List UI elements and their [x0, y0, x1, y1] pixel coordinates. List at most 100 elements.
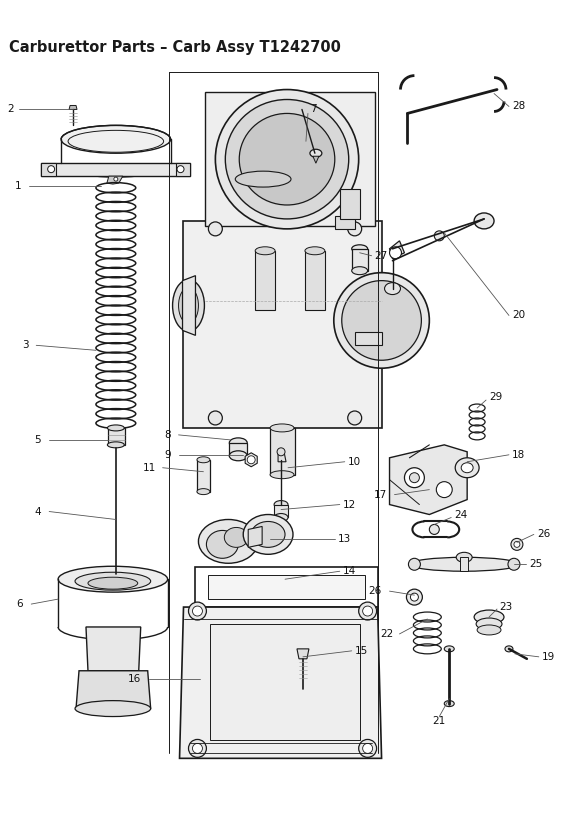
- Ellipse shape: [236, 171, 291, 187]
- Ellipse shape: [197, 489, 210, 494]
- Polygon shape: [248, 527, 262, 547]
- Ellipse shape: [251, 522, 285, 547]
- Polygon shape: [69, 105, 77, 110]
- Ellipse shape: [215, 90, 359, 229]
- Ellipse shape: [224, 527, 248, 547]
- Ellipse shape: [385, 283, 401, 294]
- Circle shape: [409, 473, 419, 483]
- Circle shape: [434, 231, 444, 241]
- Text: 26: 26: [537, 529, 550, 540]
- Ellipse shape: [178, 288, 198, 324]
- Ellipse shape: [474, 610, 504, 624]
- Circle shape: [192, 743, 202, 753]
- Circle shape: [347, 222, 361, 236]
- Text: 6: 6: [17, 599, 23, 609]
- Text: 13: 13: [338, 535, 351, 545]
- Ellipse shape: [508, 559, 520, 570]
- Text: 29: 29: [489, 392, 503, 402]
- Polygon shape: [114, 569, 118, 579]
- Ellipse shape: [456, 552, 472, 562]
- Polygon shape: [335, 216, 354, 229]
- Polygon shape: [354, 332, 381, 345]
- Circle shape: [247, 456, 255, 464]
- Text: 1: 1: [15, 181, 22, 191]
- Ellipse shape: [455, 458, 479, 478]
- Ellipse shape: [229, 438, 247, 447]
- Text: 4: 4: [34, 507, 41, 517]
- Text: 5: 5: [34, 435, 41, 445]
- Ellipse shape: [474, 213, 494, 229]
- Circle shape: [429, 524, 440, 535]
- Polygon shape: [245, 453, 257, 466]
- Ellipse shape: [409, 559, 420, 570]
- Text: 23: 23: [499, 602, 512, 612]
- Polygon shape: [389, 445, 467, 514]
- Text: 12: 12: [343, 499, 356, 509]
- Ellipse shape: [389, 247, 402, 259]
- Ellipse shape: [352, 245, 368, 253]
- Polygon shape: [198, 460, 210, 492]
- Ellipse shape: [197, 456, 210, 463]
- Ellipse shape: [255, 247, 275, 255]
- Circle shape: [405, 468, 424, 488]
- Text: 27: 27: [375, 250, 388, 260]
- Ellipse shape: [88, 577, 138, 589]
- Polygon shape: [274, 504, 288, 517]
- Polygon shape: [205, 91, 375, 226]
- Circle shape: [48, 166, 55, 173]
- Text: 2: 2: [8, 105, 15, 115]
- Circle shape: [406, 589, 422, 605]
- Circle shape: [114, 177, 118, 181]
- Text: 14: 14: [343, 566, 356, 576]
- Polygon shape: [305, 250, 325, 311]
- Ellipse shape: [243, 514, 293, 555]
- Polygon shape: [175, 163, 191, 176]
- Ellipse shape: [444, 700, 454, 707]
- Ellipse shape: [173, 279, 205, 331]
- Text: 7: 7: [310, 105, 317, 115]
- Polygon shape: [352, 249, 368, 270]
- Text: Carburettor Parts – Carb Assy T1242700: Carburettor Parts – Carb Assy T1242700: [9, 40, 341, 54]
- Polygon shape: [180, 607, 381, 758]
- Ellipse shape: [107, 425, 124, 431]
- Ellipse shape: [444, 646, 454, 652]
- Ellipse shape: [274, 500, 288, 508]
- Circle shape: [363, 606, 373, 616]
- Circle shape: [359, 739, 377, 757]
- Polygon shape: [210, 624, 360, 741]
- Ellipse shape: [61, 125, 171, 153]
- Ellipse shape: [270, 424, 294, 432]
- Text: 20: 20: [512, 311, 525, 321]
- Circle shape: [177, 166, 184, 173]
- Text: 21: 21: [433, 715, 446, 725]
- Ellipse shape: [352, 267, 368, 274]
- Text: 3: 3: [23, 340, 29, 350]
- Text: 16: 16: [128, 674, 141, 684]
- Polygon shape: [313, 157, 319, 163]
- Ellipse shape: [198, 519, 258, 564]
- Ellipse shape: [461, 463, 473, 473]
- Polygon shape: [108, 428, 125, 445]
- Ellipse shape: [75, 572, 150, 590]
- Polygon shape: [255, 250, 275, 311]
- Circle shape: [208, 411, 222, 425]
- Circle shape: [511, 538, 523, 550]
- Text: 10: 10: [347, 456, 361, 466]
- Ellipse shape: [342, 281, 422, 360]
- Ellipse shape: [75, 700, 150, 717]
- Text: 28: 28: [512, 101, 525, 111]
- Text: 25: 25: [529, 559, 542, 569]
- Polygon shape: [270, 428, 295, 475]
- Polygon shape: [182, 221, 381, 428]
- Polygon shape: [208, 575, 364, 599]
- Text: 24: 24: [454, 509, 468, 519]
- Text: 18: 18: [512, 450, 525, 460]
- Circle shape: [436, 482, 452, 498]
- Ellipse shape: [58, 566, 167, 592]
- Ellipse shape: [225, 100, 349, 219]
- Circle shape: [363, 743, 373, 753]
- Ellipse shape: [334, 273, 429, 368]
- Text: 19: 19: [542, 652, 555, 662]
- Text: 22: 22: [380, 629, 394, 639]
- Ellipse shape: [277, 447, 285, 456]
